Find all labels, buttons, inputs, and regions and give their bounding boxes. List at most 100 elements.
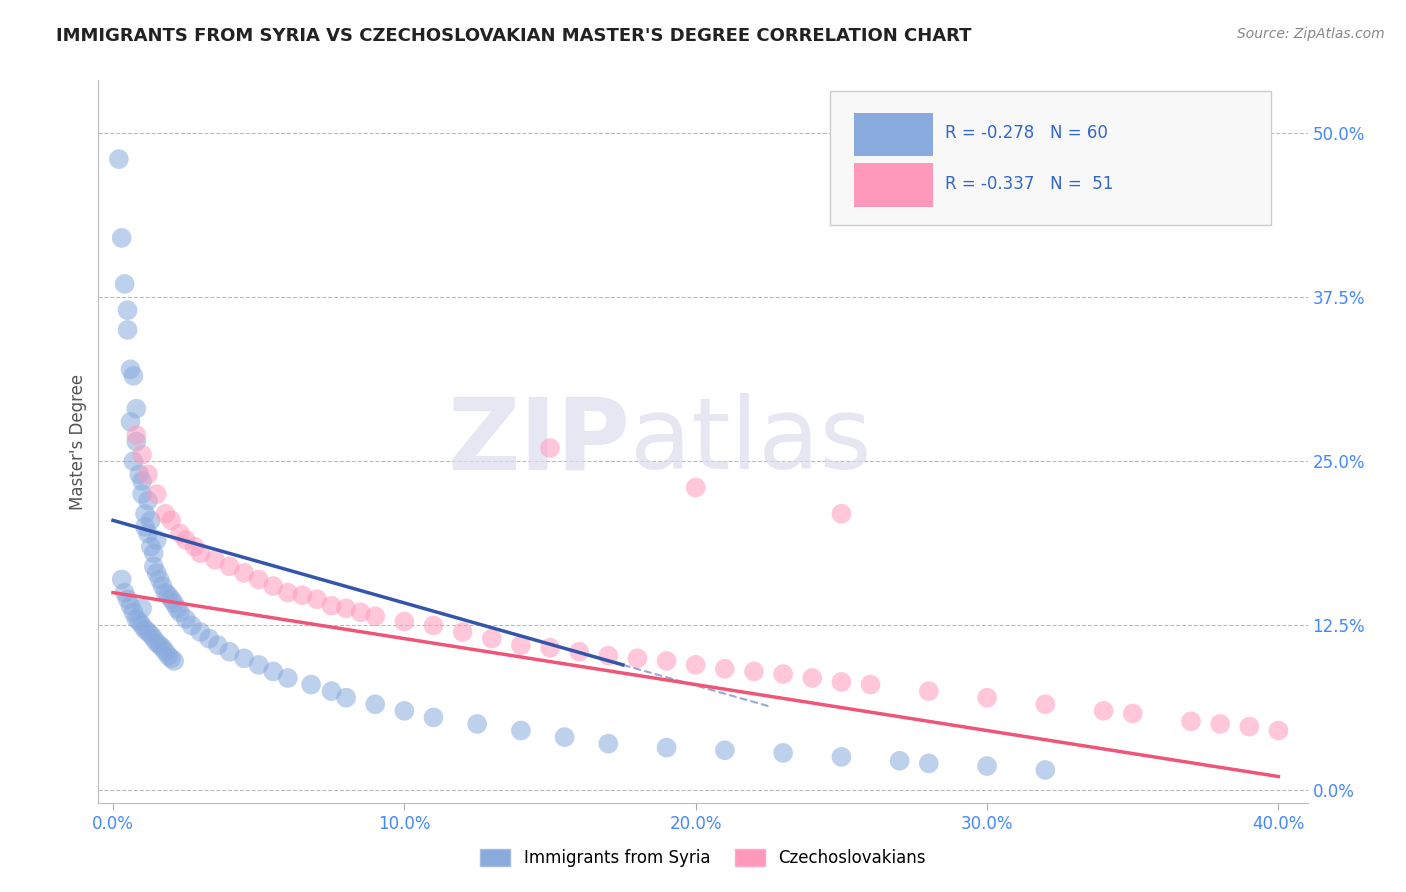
Point [685, 657, 707, 672]
Point [394, 615, 416, 629]
Point [114, 585, 136, 599]
Point [155, 645, 177, 659]
Point [321, 684, 343, 698]
Point [136, 526, 159, 541]
Text: atlas: atlas [630, 393, 872, 490]
Point [918, 756, 941, 771]
Point [207, 638, 229, 652]
Point [262, 579, 284, 593]
FancyBboxPatch shape [855, 112, 932, 156]
Point [139, 627, 162, 641]
Point [166, 601, 188, 615]
Point [169, 526, 191, 541]
Point [163, 654, 186, 668]
Point [364, 698, 387, 712]
Point [174, 533, 197, 547]
Point [299, 677, 322, 691]
FancyBboxPatch shape [830, 91, 1271, 225]
Point [111, 573, 134, 587]
Point [190, 546, 212, 560]
Point [305, 592, 328, 607]
Point [128, 467, 150, 482]
Point [117, 303, 139, 318]
Point [157, 648, 180, 663]
Point [145, 533, 167, 547]
Point [163, 596, 186, 610]
Point [117, 592, 139, 607]
Point [139, 513, 162, 527]
Point [655, 654, 678, 668]
Point [180, 618, 202, 632]
Point [139, 540, 162, 554]
Point [451, 625, 474, 640]
Point [145, 635, 167, 649]
Point [111, 231, 134, 245]
Point [918, 684, 941, 698]
Point [465, 717, 488, 731]
Point [1180, 714, 1202, 729]
Point [125, 401, 148, 416]
Point [134, 520, 156, 534]
Point [149, 573, 172, 587]
Point [145, 487, 167, 501]
Point [277, 671, 299, 685]
Point [155, 507, 177, 521]
Point [277, 585, 299, 599]
Point [1033, 698, 1056, 712]
Point [120, 415, 142, 429]
Point [169, 605, 191, 619]
Text: ZIP: ZIP [447, 393, 630, 490]
Point [117, 323, 139, 337]
Point [114, 277, 136, 291]
Point [120, 362, 142, 376]
Point [394, 704, 416, 718]
Point [131, 601, 153, 615]
Point [772, 746, 794, 760]
Point [198, 632, 221, 646]
Point [122, 368, 145, 383]
Point [155, 585, 177, 599]
Point [262, 665, 284, 679]
Point [233, 651, 256, 665]
Point [142, 559, 165, 574]
Point [538, 441, 561, 455]
Point [134, 507, 156, 521]
Point [134, 623, 156, 637]
Point [859, 677, 882, 691]
Point [655, 740, 678, 755]
Point [350, 605, 373, 619]
Point [247, 573, 270, 587]
Point [364, 609, 387, 624]
Point [976, 690, 998, 705]
Point [247, 657, 270, 672]
Point [136, 625, 159, 640]
Point [142, 546, 165, 560]
Point [291, 588, 314, 602]
Point [125, 434, 148, 449]
Y-axis label: Master's Degree: Master's Degree [69, 374, 87, 509]
Point [509, 723, 531, 738]
Point [772, 667, 794, 681]
Point [335, 601, 357, 615]
Point [976, 759, 998, 773]
Point [1122, 706, 1144, 721]
Point [142, 632, 165, 646]
Point [122, 605, 145, 619]
Point [125, 612, 148, 626]
Point [108, 152, 131, 166]
Point [1033, 763, 1056, 777]
Point [233, 566, 256, 580]
Point [422, 710, 444, 724]
Point [149, 638, 172, 652]
Point [160, 513, 183, 527]
Point [598, 648, 620, 663]
Point [136, 467, 159, 482]
FancyBboxPatch shape [855, 163, 932, 207]
Point [131, 474, 153, 488]
Point [128, 615, 150, 629]
Point [131, 448, 153, 462]
Point [145, 566, 167, 580]
Point [509, 638, 531, 652]
Point [422, 618, 444, 632]
Point [125, 428, 148, 442]
